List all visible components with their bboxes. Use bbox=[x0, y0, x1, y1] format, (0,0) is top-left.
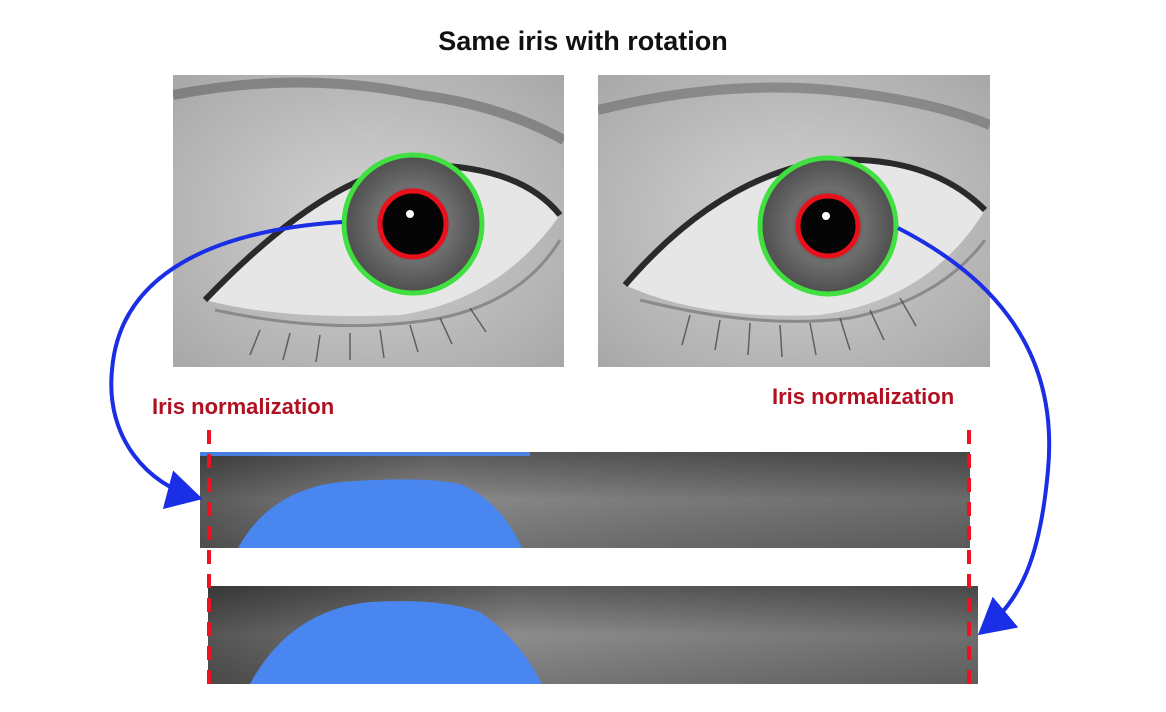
normalized-strip-top bbox=[200, 452, 970, 548]
arrow-right-iris-to-strip bbox=[897, 226, 1052, 636]
left-eye-photo bbox=[173, 75, 564, 367]
figure-title: Same iris with rotation bbox=[438, 26, 728, 56]
iris-normalization-label-right: Iris normalization bbox=[772, 384, 955, 409]
normalized-strip-bottom bbox=[208, 586, 978, 684]
dashed-markers bbox=[207, 430, 971, 694]
occlusion-mask-top bbox=[238, 479, 522, 548]
arrow-left-iris-to-strip bbox=[109, 220, 343, 510]
occlusion-mask-bottom bbox=[250, 601, 542, 684]
right-eye-photo bbox=[598, 75, 990, 367]
iris-normalization-label-left: Iris normalization bbox=[152, 394, 335, 419]
